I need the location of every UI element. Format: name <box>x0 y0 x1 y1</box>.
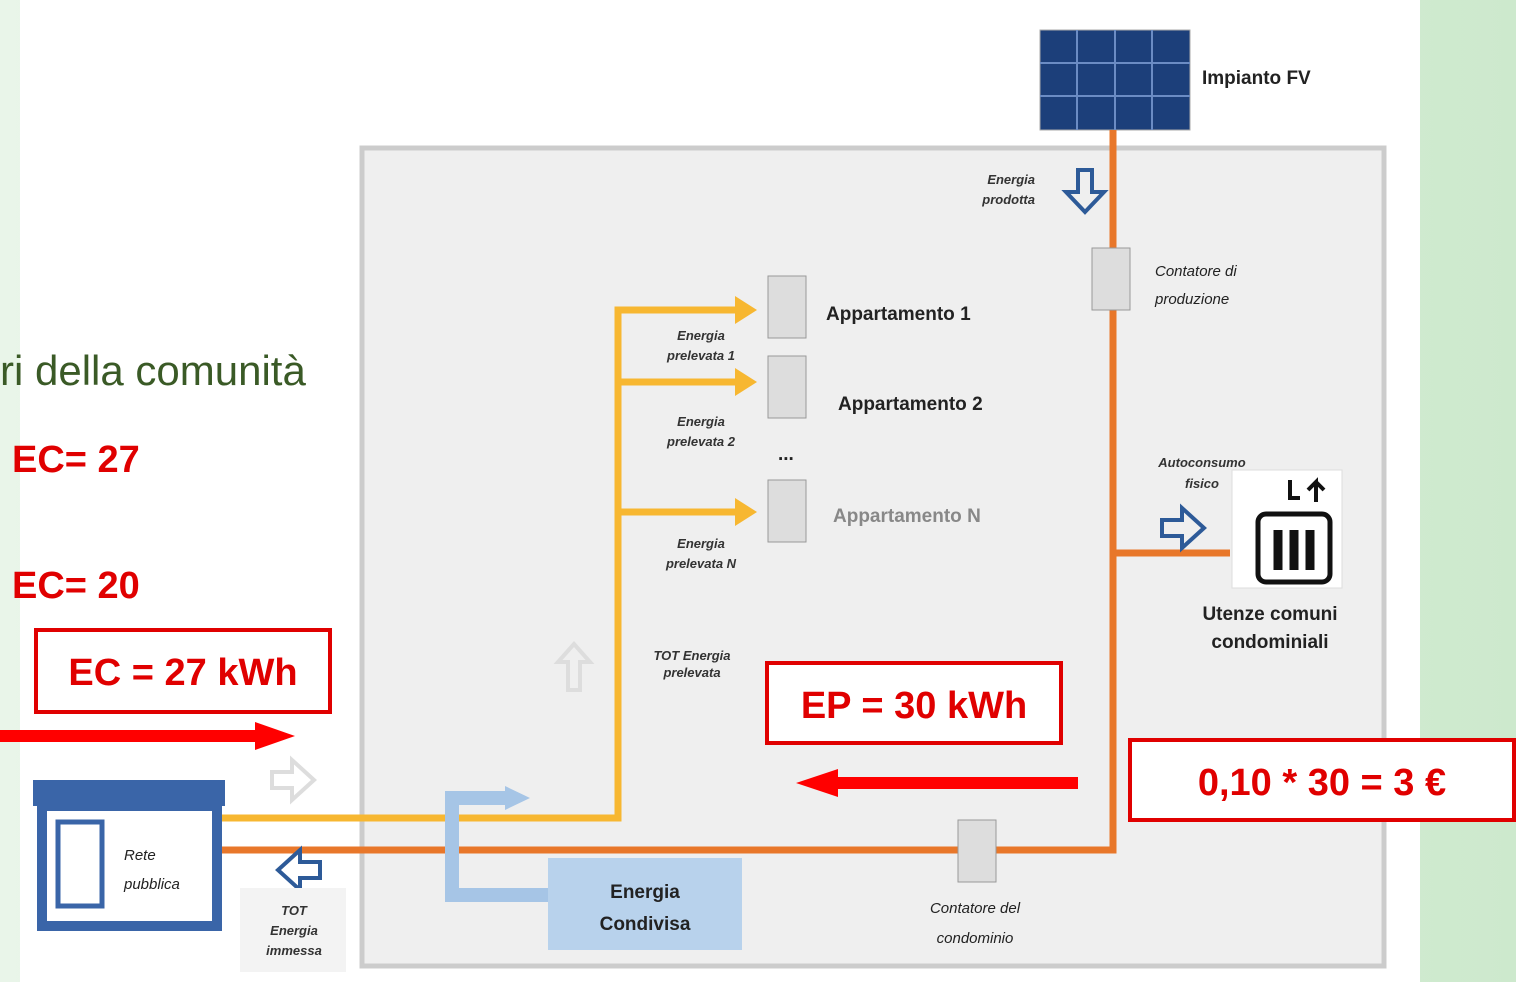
label: Autoconsumo <box>1157 455 1245 470</box>
label: condominio <box>937 930 1014 947</box>
community-text: ri della comunità <box>0 347 306 394</box>
apartment: Appartamento 1 <box>826 304 971 325</box>
diagram: ri della comunità EC= 27 EC= 20 EC = 27 … <box>0 0 1516 982</box>
label: prelevata <box>662 665 720 680</box>
label: Energia <box>677 414 725 429</box>
shared-label: Condivisa <box>600 914 691 935</box>
label: condominiali <box>1211 632 1328 653</box>
label: prelevata 1 <box>666 348 735 363</box>
cost-text: 0,10 * 30 = 3 € <box>1198 762 1446 804</box>
label: Energia <box>270 923 318 938</box>
ec-value: EC= 20 <box>12 565 140 607</box>
pv-label: Impianto FV <box>1202 68 1311 89</box>
label: TOT Energia <box>653 648 730 663</box>
apartment: Appartamento 2 <box>838 394 983 415</box>
ec-value: EC= 27 <box>12 439 140 481</box>
solar-panel <box>1040 30 1190 130</box>
label: Utenze comuni <box>1202 604 1337 625</box>
common-icon <box>1232 470 1342 588</box>
ep-box-text: EP = 30 kWh <box>801 685 1027 727</box>
label: Energia <box>677 536 725 551</box>
label: prelevata N <box>665 556 737 571</box>
label: produzione <box>1154 291 1229 308</box>
label: immessa <box>266 943 322 958</box>
apartment: Appartamento N <box>833 506 981 527</box>
grid-label: Rete <box>124 847 156 864</box>
label: Contatore di <box>1155 263 1237 280</box>
label: Contatore del <box>930 900 1021 917</box>
page: ri della comunità EC= 27 EC= 20 EC = 27 … <box>0 0 1516 982</box>
shared-label: Energia <box>610 882 680 903</box>
label: prelevata 2 <box>666 434 736 449</box>
label: fisico <box>1185 476 1219 491</box>
ec-box-text: EC = 27 kWh <box>68 652 297 694</box>
shared-box <box>548 858 742 950</box>
label: prodotta <box>981 192 1035 207</box>
label: TOT <box>281 903 308 918</box>
label: Energia <box>677 328 725 343</box>
grid-label: pubblica <box>123 876 180 893</box>
ellipsis: ... <box>778 444 794 465</box>
label: Energia <box>987 172 1035 187</box>
